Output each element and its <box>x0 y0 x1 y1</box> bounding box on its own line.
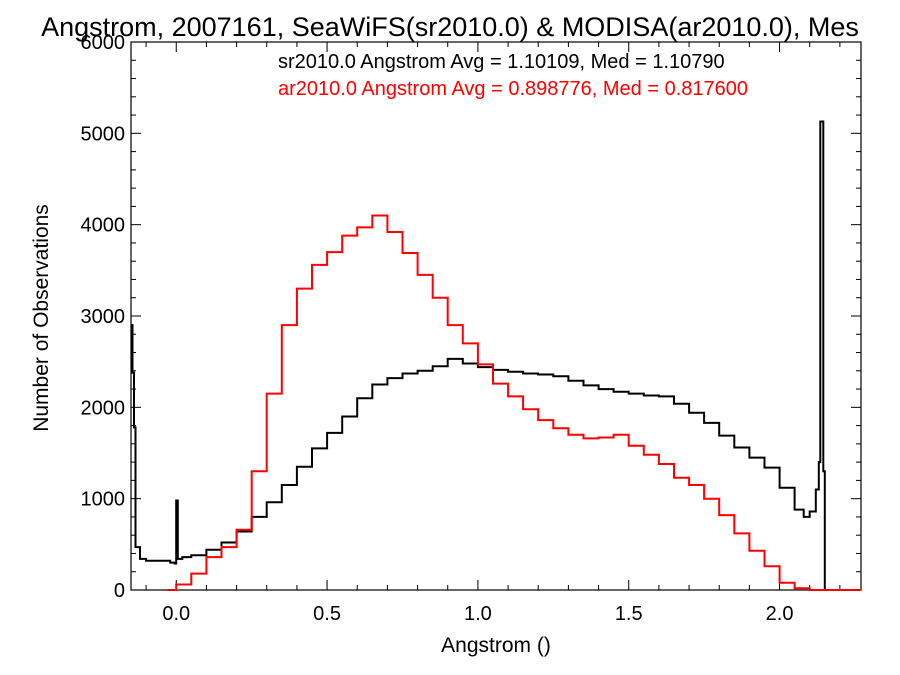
plot-area <box>130 41 862 591</box>
y-axis-label: Number of Observations <box>30 204 53 432</box>
legend-entry-sr2010: sr2010.0 Angstrom Avg = 1.10109, Med = 1… <box>278 51 725 73</box>
y-tick-label: 5000 <box>81 123 126 145</box>
y-axis: 0 1000 2000 3000 4000 5000 6000 <box>81 32 861 602</box>
x-axis: 0.0 0.5 1.0 1.5 2.0 <box>145 42 841 625</box>
x-tick-label: 1.5 <box>615 603 643 625</box>
y-tick-label: 4000 <box>81 215 126 237</box>
x-tick-label: 2.0 <box>766 603 794 625</box>
series-line-ar2010 <box>167 214 861 591</box>
legend: sr2010.0 Angstrom Avg = 1.10109, Med = 1… <box>278 51 748 100</box>
y-tick-label: 2000 <box>81 397 126 419</box>
x-tick-label: 1.0 <box>464 603 492 625</box>
x-tick-label: 0.5 <box>313 603 341 625</box>
y-tick-label: 1000 <box>81 489 126 511</box>
x-axis-label: Angstrom () <box>441 634 551 657</box>
legend-entry-ar2010: ar2010.0 Angstrom Avg = 0.898776, Med = … <box>278 78 748 100</box>
plot-frame <box>130 41 862 591</box>
y-tick-label: 6000 <box>81 32 126 54</box>
series-line-sr2010 <box>131 120 861 591</box>
y-tick-label: 3000 <box>81 306 126 328</box>
series-layer <box>131 120 861 591</box>
y-tick-label: 0 <box>114 580 125 602</box>
chart-title: Angstrom, 2007161, SeaWiFS(sr2010.0) & M… <box>41 12 859 42</box>
x-tick-label: 0.0 <box>162 603 190 625</box>
